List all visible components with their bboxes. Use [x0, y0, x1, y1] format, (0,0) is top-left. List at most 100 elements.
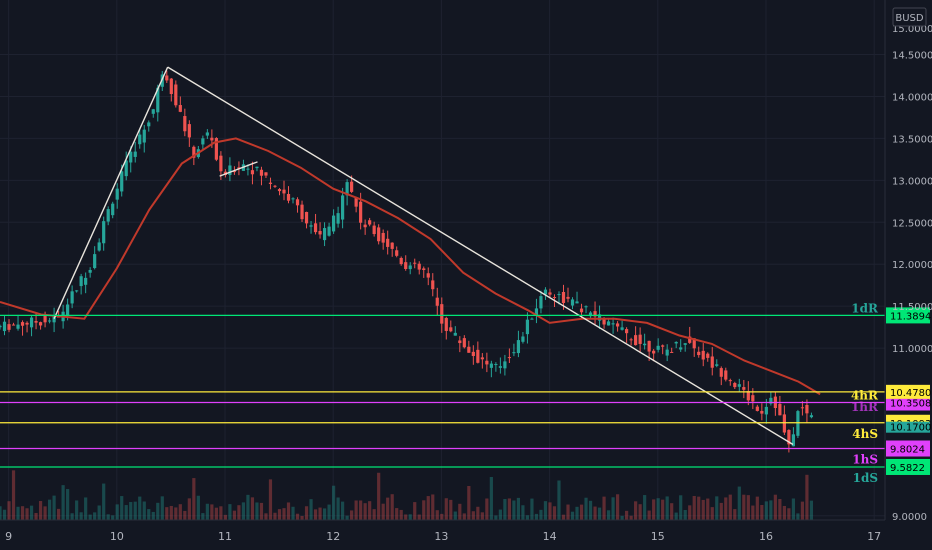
price-tick-label: 11.0000 [892, 344, 932, 355]
volume-bar [318, 507, 322, 520]
volume-bar [548, 502, 552, 520]
candle-body [611, 323, 615, 325]
volume-bar [715, 496, 719, 520]
candle-body [156, 87, 160, 113]
volume-bar [336, 497, 340, 520]
candle-body [719, 368, 723, 377]
candle-body [142, 129, 146, 143]
candle-body [728, 380, 732, 382]
volume-bar [34, 513, 38, 520]
candle-body [75, 290, 79, 292]
candle-body [692, 338, 696, 349]
volume-bar [268, 479, 273, 520]
volume-bar [476, 506, 480, 520]
volume-bar [377, 472, 381, 520]
candle-body [395, 250, 399, 256]
candle-body [237, 167, 241, 169]
candle-body [286, 193, 291, 201]
candle-body [84, 277, 88, 285]
volume-bar [129, 502, 133, 520]
volume-bar [557, 480, 561, 520]
volume-bar [277, 509, 282, 520]
currency-label: BUSD [895, 13, 924, 24]
candle-body [327, 226, 331, 236]
candle-body [178, 105, 182, 112]
volume-bar [602, 496, 606, 520]
volume-bar [52, 495, 56, 520]
candle-body [543, 289, 548, 295]
candle-body [805, 404, 809, 414]
volume-bar [286, 502, 291, 520]
volume-bar [187, 498, 191, 520]
volume-bar [647, 510, 651, 520]
candle-body [557, 294, 561, 296]
candle-body [733, 383, 737, 388]
volume-bar [530, 498, 534, 520]
candle-body [615, 323, 620, 327]
price-tick-label: 13.5000 [892, 134, 932, 145]
time-tick-label: 15 [651, 530, 665, 543]
candle-body [2, 321, 7, 332]
candle-body [372, 225, 376, 235]
volume-bar [75, 500, 79, 520]
candle-body [643, 343, 647, 346]
volume-bar [444, 498, 448, 520]
volume-bar [381, 503, 385, 520]
volume-bar [417, 514, 421, 520]
price-axis: 14.5000 14.0000 13.5000 13.0000 12.5000 12.00… [884, 0, 932, 523]
candle-body [133, 151, 137, 157]
time-tick-label: 11 [218, 530, 232, 543]
volume-bar [733, 509, 737, 520]
candle-body [93, 254, 97, 269]
volume-bar [674, 512, 678, 520]
candle-body [399, 257, 403, 265]
candle-body [710, 356, 714, 368]
candle-body [277, 189, 282, 192]
level-price-tag-text: 9.5822 [890, 463, 925, 474]
volume-bar [29, 505, 34, 520]
volume-bar [485, 498, 489, 520]
volume-bar [0, 506, 2, 520]
candle-body [7, 324, 11, 330]
candle-body [210, 137, 214, 141]
volume-bar [606, 510, 611, 520]
candle-body [386, 238, 390, 247]
volume-bar [404, 514, 408, 520]
level-label: 1dS [853, 471, 878, 485]
candle-body [268, 182, 273, 184]
volume-bar [791, 498, 795, 520]
candle-body [588, 312, 593, 317]
volume-bar [295, 513, 300, 520]
candle-body [368, 220, 372, 225]
currency-badge[interactable]: BUSD [892, 7, 927, 27]
volume-bar [57, 508, 61, 520]
volume-bar [210, 504, 214, 520]
price-tag-10-4780 [886, 384, 930, 399]
candle-body [300, 204, 304, 220]
volume-bar [471, 511, 475, 520]
candle-body [647, 340, 651, 352]
volume-bar [413, 502, 417, 520]
candle-body [791, 434, 795, 447]
volume-bar [169, 505, 173, 520]
volume-bar [435, 510, 439, 520]
candle-body [593, 311, 597, 317]
volume-bar [480, 512, 484, 520]
candle-body [273, 185, 277, 187]
volume-bar [368, 501, 372, 520]
candle-body [183, 116, 187, 132]
candle-body [34, 321, 38, 323]
candle-body [318, 230, 322, 235]
grid-lines [0, 0, 885, 520]
volume-bar [304, 506, 309, 520]
volume-bar [363, 503, 367, 520]
candle-body [652, 350, 656, 354]
volume-bar [79, 512, 83, 520]
candle-body [579, 308, 584, 313]
volume-bar [66, 489, 70, 520]
volume-bar [214, 507, 218, 520]
price-tick-label: 14.5000 [892, 51, 932, 62]
volume-bar [458, 503, 462, 520]
candle-body [309, 225, 313, 227]
